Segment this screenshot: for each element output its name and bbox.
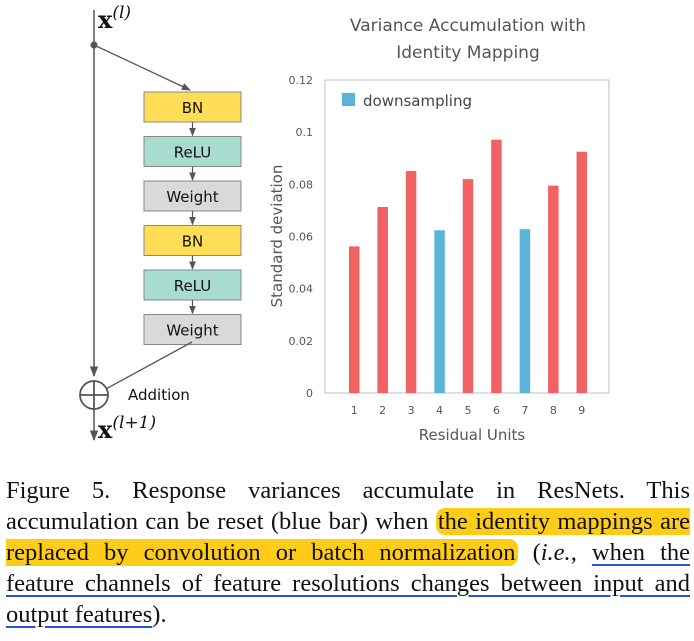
chart-title-line1: Variance Accumulation with [350, 16, 586, 36]
block-label: BN [182, 233, 204, 251]
x-tick-label: 7 [521, 404, 528, 417]
chart-title-line2: Identity Mapping [396, 43, 540, 63]
block-label: ReLU [174, 277, 212, 295]
bar [462, 179, 474, 393]
bar [548, 185, 559, 393]
block-weight-3: Weight [143, 180, 242, 212]
figure-caption: Figure 5. Response variances accumulate … [6, 475, 690, 630]
x-axis-label: Residual Units [419, 426, 526, 444]
block-relu-5: ReLU [143, 269, 242, 301]
branch-arrow-in [93, 44, 191, 91]
y-tick-label: 0.06 [289, 231, 314, 244]
block-weight-6: Weight [143, 314, 242, 345]
bar-downsampling [434, 230, 445, 393]
y-tick-label: 0.08 [289, 178, 314, 191]
y-tick-label: 0.1 [296, 126, 314, 139]
input-label: x(l) [98, 3, 131, 34]
block-label: Weight [166, 188, 218, 206]
block-relu-2: ReLU [143, 136, 242, 167]
caption-end: ). [152, 601, 167, 628]
x-tick-label: 9 [578, 404, 585, 417]
caption-underlined: when the feature channels of feature res… [6, 539, 690, 628]
x-tick-label: 4 [436, 404, 443, 417]
bar [348, 246, 360, 393]
x-tick-label: 2 [379, 404, 386, 417]
variance-bar-chart: Variance Accumulation with Identity Mapp… [268, 16, 610, 444]
y-axis-label: Standard deviation [268, 165, 286, 308]
x-tick-label: 5 [465, 404, 472, 417]
x-tick-label: 3 [408, 404, 415, 417]
bar [377, 207, 388, 393]
legend-label-downsampling: downsampling [363, 92, 472, 110]
y-tick-label: 0.12 [289, 74, 314, 87]
caption-comma: , [570, 539, 592, 566]
block-label: ReLU [174, 144, 212, 162]
y-tick-label: 0.02 [289, 335, 314, 348]
addition-label: Addition [128, 386, 190, 404]
x-tick-label: 1 [351, 404, 358, 417]
caption-paren-open: ( [517, 539, 541, 566]
x-tick-label: 8 [550, 404, 557, 417]
y-tick-label: 0.04 [289, 283, 314, 296]
x-tick-label: 6 [493, 404, 500, 417]
caption-text-start: Figure 5. Response variances accumulate … [6, 477, 690, 535]
bar [576, 151, 588, 393]
block-bn-1: BN [143, 91, 242, 123]
block-label: Weight [166, 322, 218, 340]
x-axis: 1 2 3 4 5 6 7 8 9 [351, 404, 586, 417]
y-tick-label: 0 [306, 387, 313, 400]
y-axis: 0 0.02 0.04 0.06 0.08 0.1 0.12 [289, 74, 314, 400]
addition-icon [79, 380, 109, 410]
residual-unit-diagram: x(l) BN ReLU Weight BN ReLU Weight Addition x… [79, 3, 242, 444]
block-bn-4: BN [143, 225, 242, 256]
residual-block-stack: BN ReLU Weight BN ReLU Weight [143, 91, 242, 345]
bar [491, 139, 502, 393]
legend-swatch-downsampling [342, 93, 355, 106]
output-label: x(l+1) [98, 413, 156, 444]
legend: downsampling [342, 92, 472, 110]
caption-ie: i.e. [540, 539, 571, 566]
bar-downsampling [519, 229, 531, 393]
bar [405, 171, 417, 393]
branch-arrow-out [103, 341, 193, 391]
bar-series [348, 139, 588, 393]
block-label: BN [182, 99, 204, 117]
